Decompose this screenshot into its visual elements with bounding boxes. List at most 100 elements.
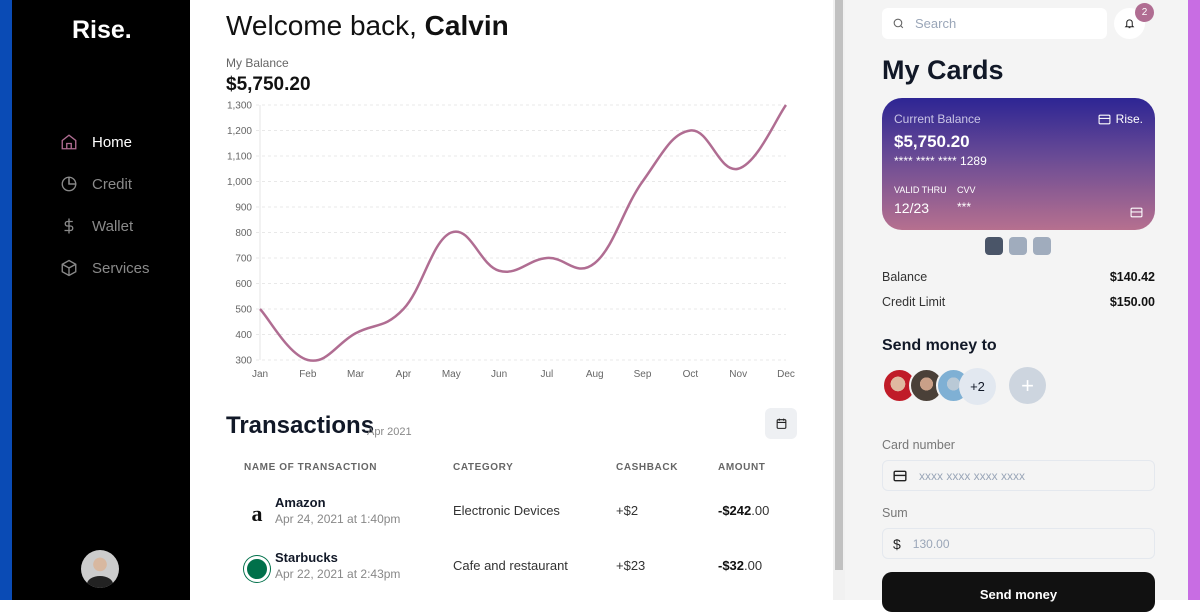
x-tick-label: Apr: [396, 369, 412, 380]
balance-value: $140.42: [1110, 270, 1155, 284]
card-number-placeholder: xxxx xxxx xxxx xxxx: [919, 469, 1025, 483]
pie-chart-icon: [60, 175, 78, 193]
column-header-amount: AMOUNT: [718, 462, 765, 473]
credit-limit-label: Credit Limit: [882, 295, 945, 309]
amount-main: -$242: [718, 503, 751, 518]
calendar-icon: [775, 417, 788, 430]
search-placeholder: Search: [915, 16, 956, 31]
user-name: Calvin: [425, 10, 509, 41]
x-tick-label: Sep: [634, 369, 652, 380]
send-money-button[interactable]: Send money: [882, 572, 1155, 612]
user-avatar[interactable]: [81, 550, 119, 588]
card-dot[interactable]: [1033, 237, 1051, 255]
my-cards-title: My Cards: [882, 55, 1004, 86]
dollar-icon: [60, 217, 78, 235]
right-panel: Search 2 My Cards Current Balance $5,750…: [845, 0, 1188, 600]
balance-value: $5,750.20: [226, 74, 311, 96]
x-tick-label: Feb: [299, 369, 317, 380]
balance-label: My Balance: [226, 56, 289, 70]
table-row[interactable]: Starbucks Apr 22, 2021 at 2:43pm Cafe an…: [190, 550, 833, 600]
transaction-cashback: +$2: [616, 503, 638, 518]
transaction-amount: -$32.00: [718, 558, 762, 573]
column-header-name: NAME OF TRANSACTION: [244, 462, 377, 473]
table-row[interactable]: a Amazon Apr 24, 2021 at 1:40pm Electron…: [190, 495, 833, 545]
nav: Home Credit Wallet Services: [60, 121, 150, 289]
balance-chart: 3004005006007008009001,0001,1001,2001,30…: [190, 95, 833, 385]
calendar-button[interactable]: [765, 408, 797, 439]
column-header-cashback: CASHBACK: [616, 462, 678, 473]
balance-row: Balance $140.42: [882, 270, 1155, 284]
sidebar-item-label: Wallet: [92, 218, 133, 235]
more-contacts[interactable]: +2: [959, 368, 996, 405]
sidebar-item-label: Home: [92, 134, 132, 151]
add-contact-button[interactable]: +: [1009, 367, 1046, 404]
transaction-category: Electronic Devices: [453, 503, 560, 518]
credit-card[interactable]: Current Balance $5,750.20 **** **** ****…: [882, 98, 1155, 230]
left-edge: [0, 0, 12, 600]
send-money-title: Send money to: [882, 337, 997, 355]
valid-thru-value: 12/23: [894, 200, 929, 216]
transaction-date: Apr 22, 2021 at 2:43pm: [275, 567, 400, 581]
card-number-label: Card number: [882, 438, 955, 452]
card-icon: [1098, 114, 1111, 125]
y-tick-label: 900: [235, 203, 252, 214]
x-tick-label: Oct: [683, 369, 699, 380]
x-tick-label: Aug: [586, 369, 604, 380]
transaction-date: Apr 24, 2021 at 1:40pm: [275, 512, 400, 526]
card-number-input[interactable]: xxxx xxxx xxxx xxxx: [882, 460, 1155, 491]
card-brand-name: Rise.: [1116, 112, 1143, 126]
card-balance: $5,750.20: [894, 132, 970, 152]
balance-label: Balance: [882, 270, 927, 284]
card-balance-label: Current Balance: [894, 112, 981, 126]
sidebar-item-wallet[interactable]: Wallet: [60, 205, 150, 247]
cvv-value: ***: [957, 200, 971, 214]
y-tick-label: 1,200: [227, 126, 252, 137]
y-tick-label: 1,100: [227, 152, 252, 163]
scrollbar[interactable]: [833, 0, 845, 600]
bell-icon: [1124, 18, 1135, 29]
sum-label: Sum: [882, 506, 908, 520]
card-dot[interactable]: [985, 237, 1003, 255]
card-brand: Rise.: [1098, 112, 1143, 126]
valid-thru-label: VALID THRU: [894, 185, 947, 195]
y-tick-label: 1,000: [227, 177, 252, 188]
right-edge: [1188, 0, 1200, 600]
search-input[interactable]: Search: [882, 8, 1107, 39]
transaction-cashback: +$23: [616, 558, 645, 573]
amount-cents: .00: [751, 503, 769, 518]
sum-placeholder: 130.00: [913, 537, 950, 551]
main-content: Welcome back, Calvin My Balance $5,750.2…: [190, 0, 833, 600]
transaction-category: Cafe and restaurant: [453, 558, 568, 573]
credit-limit-row: Credit Limit $150.00: [882, 295, 1155, 309]
scrollbar-thumb[interactable]: [835, 0, 843, 570]
card-icon: [1130, 207, 1143, 218]
x-tick-label: Jun: [491, 369, 507, 380]
page-title: Welcome back, Calvin: [226, 10, 509, 42]
sum-input[interactable]: $ 130.00: [882, 528, 1155, 559]
transactions-period: Apr 2021: [367, 426, 412, 438]
card-icon: [893, 470, 907, 482]
x-tick-label: May: [442, 369, 461, 380]
search-icon: [892, 17, 905, 30]
card-dot[interactable]: [1009, 237, 1027, 255]
card-number: **** **** **** 1289: [894, 154, 987, 168]
contacts-list: +2: [882, 368, 996, 405]
dollar-icon: $: [893, 536, 901, 552]
amount-main: -$32: [718, 558, 744, 573]
y-tick-label: 600: [235, 279, 252, 290]
home-icon: [60, 133, 78, 151]
starbucks-logo-icon: [244, 556, 270, 582]
notification-badge: 2: [1135, 3, 1154, 22]
column-header-category: CATEGORY: [453, 462, 513, 473]
amount-cents: .00: [744, 558, 762, 573]
x-tick-label: Nov: [729, 369, 747, 380]
welcome-text: Welcome back,: [226, 10, 425, 41]
sidebar-item-services[interactable]: Services: [60, 247, 150, 289]
credit-limit-value: $150.00: [1110, 295, 1155, 309]
sidebar-item-home[interactable]: Home: [60, 121, 150, 163]
card-pagination: [985, 237, 1051, 255]
transaction-amount: -$242.00: [718, 503, 769, 518]
y-tick-label: 500: [235, 305, 252, 316]
sidebar-item-label: Services: [92, 260, 150, 277]
sidebar-item-credit[interactable]: Credit: [60, 163, 150, 205]
